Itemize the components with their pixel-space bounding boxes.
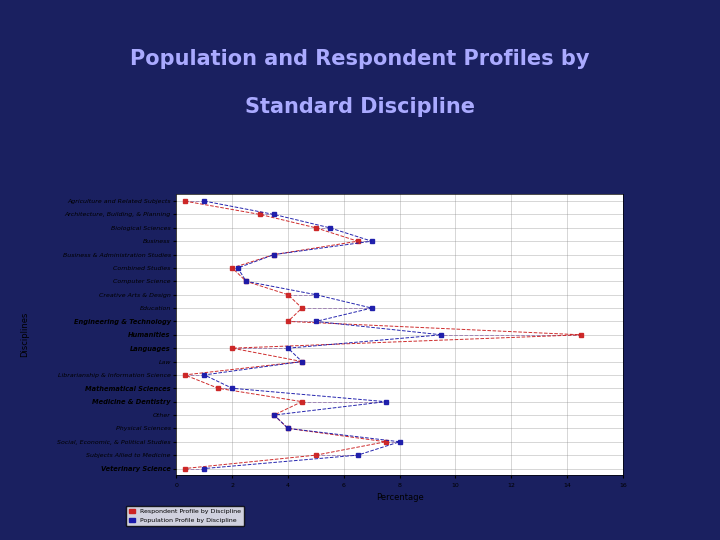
- Text: Population and Respondent Profiles by: Population and Respondent Profiles by: [130, 49, 590, 69]
- Y-axis label: Disciplines: Disciplines: [20, 312, 30, 357]
- Text: Standard Discipline: Standard Discipline: [245, 97, 475, 117]
- X-axis label: Percentage: Percentage: [376, 494, 423, 502]
- Legend: Respondent Profile by Discipline, Population Profile by Discipline: Respondent Profile by Discipline, Popula…: [125, 506, 244, 526]
